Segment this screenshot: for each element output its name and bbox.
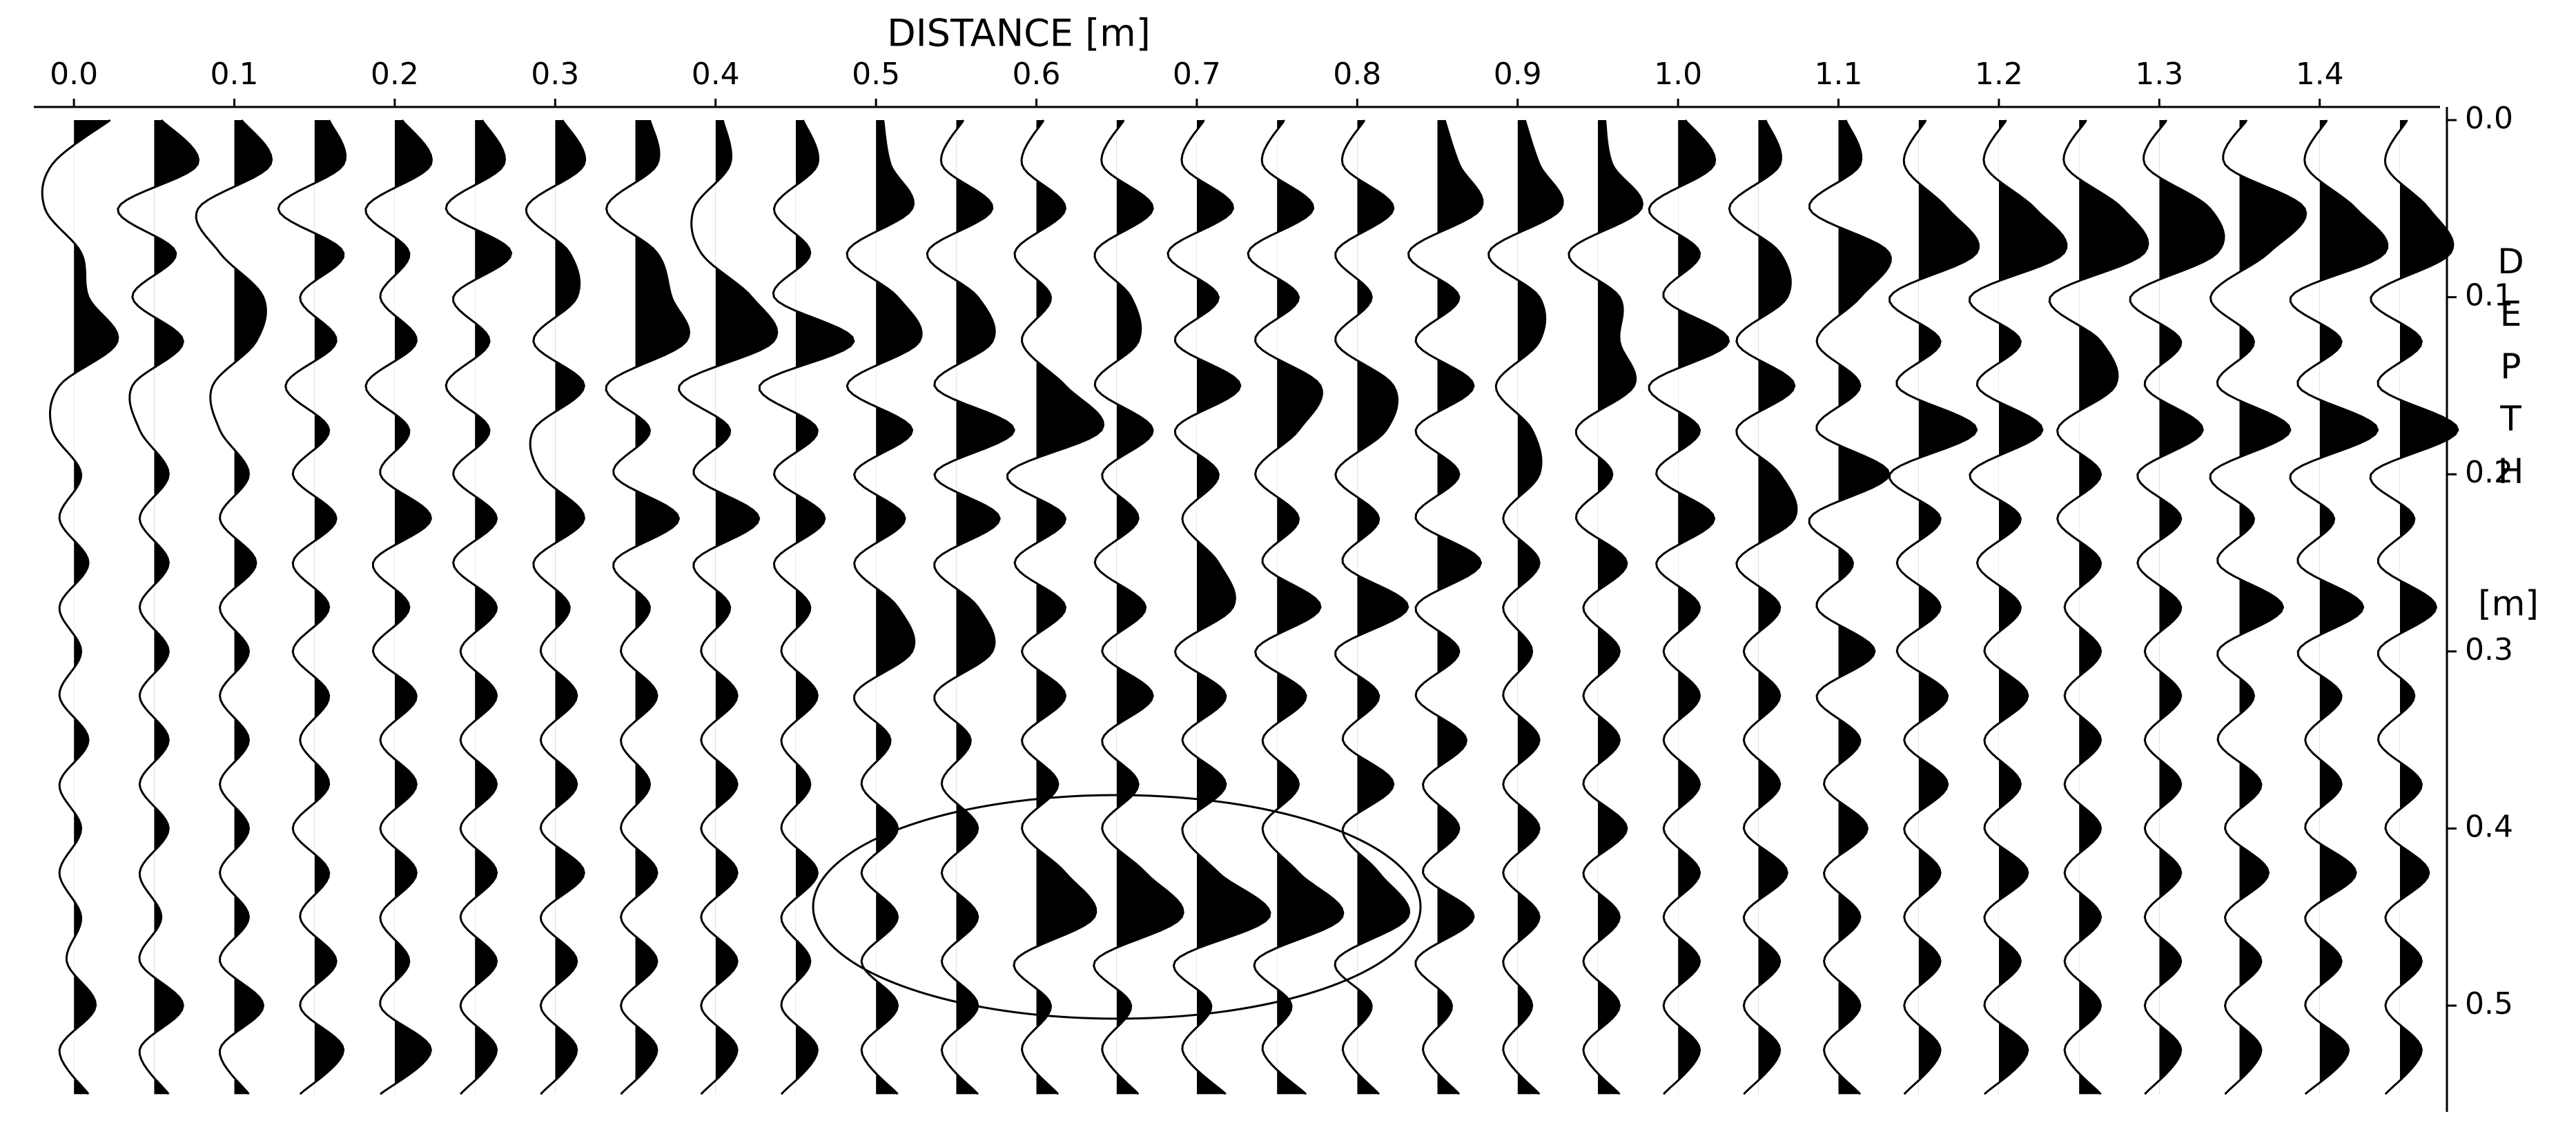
positive-lobes — [1597, 120, 1643, 1095]
trace — [1728, 119, 1798, 1095]
trace — [445, 119, 513, 1095]
trace — [2048, 119, 2149, 1095]
positive-lobes — [2399, 120, 2458, 1095]
trace — [2209, 119, 2307, 1095]
positive-lobes — [1036, 120, 1104, 1095]
x-tick-label: 0.5 — [852, 57, 900, 92]
x-tick-label: 0.8 — [1333, 57, 1381, 92]
trace — [1648, 119, 1730, 1095]
trace — [1808, 119, 1892, 1095]
positive-lobes — [1277, 120, 1343, 1095]
trace — [117, 119, 200, 1095]
x-tick-label: 1.2 — [1975, 57, 2023, 92]
positive-lobes — [2319, 120, 2388, 1095]
positive-lobes — [956, 120, 1015, 1095]
positive-lobes — [1517, 120, 1563, 1095]
positive-lobes — [876, 120, 922, 1095]
x-tick-label: 1.1 — [1815, 57, 1863, 92]
positive-lobes — [74, 120, 118, 1095]
trace — [41, 119, 119, 1095]
chart-title: DISTANCE [m] — [887, 12, 1151, 55]
trace — [525, 119, 587, 1095]
positive-lobes — [635, 120, 690, 1095]
y-tick-label: 0.0 — [2465, 101, 2513, 136]
y-tick-label: 0.4 — [2465, 809, 2513, 844]
y-tick-label: 0.1 — [2465, 278, 2513, 313]
positive-lobes — [2239, 120, 2306, 1095]
positive-lobes — [1116, 120, 1184, 1095]
positive-lobes — [1437, 120, 1483, 1095]
positive-lobes — [394, 120, 432, 1084]
x-tick-label: 1.4 — [2296, 57, 2344, 92]
x-tick-label: 0.2 — [371, 57, 419, 92]
positive-lobes — [2159, 120, 2224, 1081]
trace — [2369, 119, 2459, 1095]
x-tick-label: 0.3 — [531, 57, 579, 92]
positive-lobes — [234, 120, 272, 1095]
x-tick-label: 1.3 — [2135, 57, 2183, 92]
trace — [846, 119, 923, 1095]
trace — [1568, 119, 1644, 1095]
trace — [1093, 119, 1184, 1095]
trace — [678, 119, 779, 1095]
positive-lobes — [154, 120, 199, 1095]
trace — [926, 119, 1015, 1095]
positive-lobes — [1196, 120, 1270, 1095]
trace — [364, 119, 433, 1095]
trace — [1006, 119, 1105, 1095]
positive-lobes — [795, 120, 854, 1081]
trace — [1487, 119, 1564, 1095]
trace — [2129, 119, 2225, 1095]
y-tick-label: 0.2 — [2465, 455, 2513, 490]
x-tick-label: 0.6 — [1013, 57, 1061, 92]
positive-lobes — [1357, 120, 1409, 1095]
trace — [2289, 119, 2389, 1095]
trace — [195, 119, 273, 1095]
x-tick-label: 0.1 — [211, 57, 259, 92]
positive-lobes — [1918, 120, 1979, 1095]
trace — [1889, 119, 1980, 1095]
x-tick-label: 0.0 — [50, 57, 98, 92]
trace — [277, 119, 347, 1095]
y-tick-label: 0.5 — [2465, 986, 2513, 1021]
positive-lobes — [1838, 120, 1891, 1095]
y-axis-label: DEPTH — [2491, 242, 2531, 504]
positive-lobes — [475, 120, 511, 1095]
positive-lobes — [314, 120, 346, 1083]
x-tick-label: 0.7 — [1173, 57, 1221, 92]
trace — [605, 119, 691, 1095]
positive-lobes — [1758, 120, 1797, 1081]
positive-lobes — [2079, 120, 2148, 1095]
y-tick-label: 0.3 — [2465, 632, 2513, 667]
x-tick-label: 0.9 — [1494, 57, 1542, 92]
x-tick-label: 0.4 — [692, 57, 740, 92]
trace — [1407, 119, 1484, 1095]
trace — [1334, 119, 1411, 1095]
positive-lobes — [1998, 120, 2067, 1095]
x-tick-label: 1.0 — [1654, 57, 1702, 92]
positive-lobes — [1678, 120, 1729, 1081]
y-axis-unit: [m] — [2478, 584, 2539, 624]
trace — [1247, 119, 1345, 1095]
trace — [1968, 119, 2068, 1095]
trace — [1167, 119, 1271, 1095]
trace — [758, 119, 855, 1095]
positive-lobes — [715, 120, 777, 1095]
